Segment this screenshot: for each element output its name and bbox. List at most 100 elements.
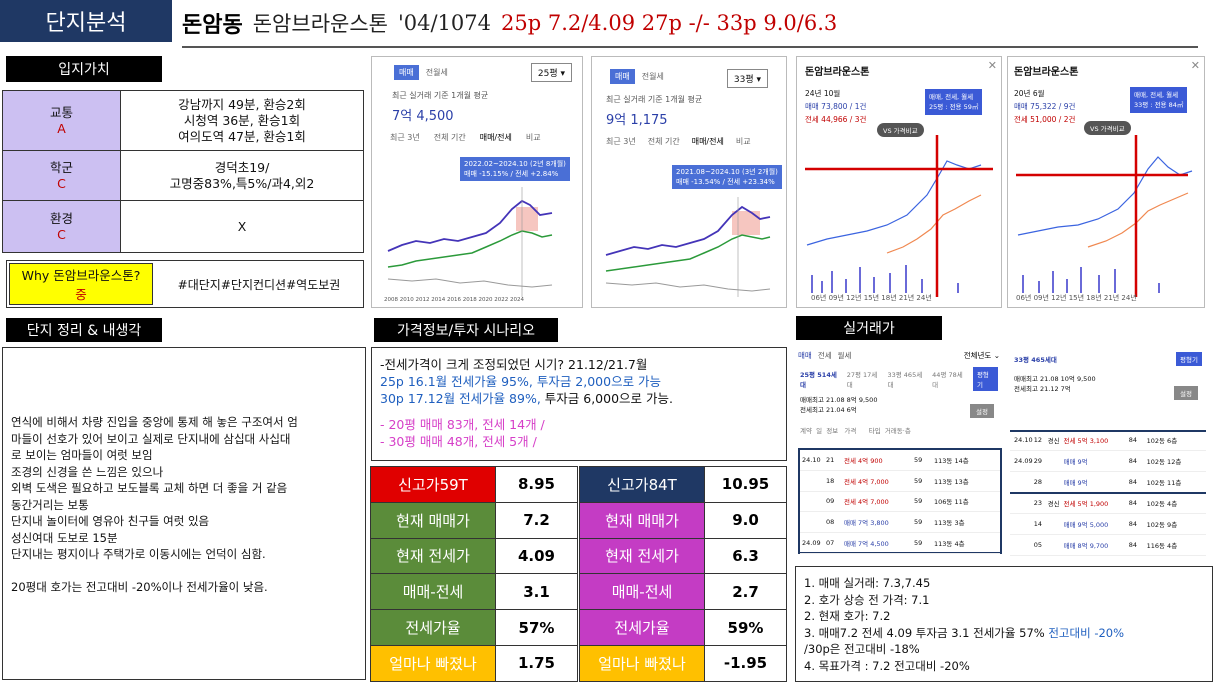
table-cell: 84	[1128, 520, 1138, 528]
table-row[interactable]: 24.10 12 경신 전세 5억 3,100 84 102동 6층	[1010, 430, 1206, 451]
table-cell: 매매 7억 4,500	[844, 540, 889, 549]
area-toggle-button[interactable]: 평형기	[1176, 352, 1202, 366]
period-3y[interactable]: 최근 3년	[606, 137, 636, 146]
table-row[interactable]: 24.09 29 매매 9억 84 102동 12층	[1010, 451, 1206, 472]
table-cell: 08	[826, 518, 835, 527]
metric-value: 6.3	[704, 537, 787, 575]
table-row[interactable]: 23 경신 전세 5억 1,900 84 102동 4층	[1010, 493, 1206, 514]
tab-rent[interactable]: 전월세	[425, 68, 448, 77]
compare-button[interactable]: VS 가격비교	[877, 123, 924, 137]
location-value: 경덕초19/고명중83%,특5%/과4,외2	[120, 150, 364, 201]
scenario-line: - 30평 매매 48개, 전세 5개 /	[380, 434, 537, 449]
area-27[interactable]: 27평 17세대	[846, 371, 878, 389]
metric-row: 신고가59T 8.95	[370, 466, 578, 503]
scenario-line: 25p 16.1월 전세가율 95%, 투자금 2,000으로 가능	[380, 374, 662, 389]
area-33[interactable]: 33평 465세대	[1014, 356, 1057, 364]
table-cell: 113동 14층	[934, 456, 969, 465]
settings-button[interactable]: 설정	[970, 404, 994, 418]
tab-jeonse[interactable]: 전세	[817, 351, 832, 360]
size-select[interactable]: 25평 ▾	[530, 63, 572, 82]
table-row[interactable]: 08 매매 7억 3,800 59 113동 3층	[800, 512, 1000, 534]
tab-sale[interactable]: 매매	[610, 69, 635, 84]
metric-row: 현재 전세가 6.3	[579, 537, 787, 575]
compare-button[interactable]: VS 가격비교	[1084, 121, 1131, 135]
location-label: 환경 C	[2, 200, 121, 253]
metric-label: 매매-전세	[579, 573, 705, 611]
year-select[interactable]: 전체년도 ⌄	[963, 351, 1000, 360]
period-vs[interactable]: 비교	[525, 133, 541, 142]
location-title: 입지가치	[6, 56, 162, 82]
table-cell: 113동 3층	[934, 519, 965, 528]
metric-row: 전세가율 59%	[579, 609, 787, 646]
complex-label: 돈암브라운스톤	[1014, 67, 1079, 78]
trades-title: 실거래가	[796, 316, 942, 340]
table-cell: 24.10	[1014, 436, 1033, 444]
filter-box[interactable]: 매매, 전세, 월세 33평 : 전용 84㎡	[1130, 87, 1188, 113]
close-icon[interactable]: ✕	[1190, 59, 1200, 72]
table-row[interactable]: 14 매매 9억 5,000 84 102동 9층	[1010, 514, 1206, 535]
tab-wolse[interactable]: 월세	[837, 351, 852, 360]
filter-box[interactable]: 매매, 전세, 월세 25평 : 전용 59㎡	[925, 89, 983, 115]
table-cell: 84	[1128, 499, 1138, 507]
table-cell: 07	[826, 539, 835, 548]
size-select[interactable]: 33평 ▾	[726, 69, 768, 88]
tab-sale[interactable]: 매매	[394, 65, 419, 80]
scatter-svg	[1016, 135, 1193, 297]
scenario-line: - 20평 매매 83개, 전세 14개 /	[380, 417, 545, 432]
metric-label: 현재 전세가	[579, 537, 705, 575]
table-cell: 14	[1033, 520, 1043, 528]
trade-list-25p: 매매 전세 월세 전체년도 ⌄ 25평 514세대 27평 17세대 33평 465세대…	[796, 346, 1002, 558]
dong-name: 돈암동	[182, 13, 243, 38]
x-axis: 06년 09년 12년 15년 18년 21년 24년	[811, 294, 932, 302]
tab-sale[interactable]: 매매	[798, 351, 812, 360]
metric-value: 9.0	[704, 501, 787, 539]
range-area	[732, 211, 760, 235]
range-area	[516, 207, 538, 231]
period-compare[interactable]: 매매/전세	[479, 133, 512, 142]
metric-label: 신고가59T	[370, 466, 496, 503]
period-3y[interactable]: 최근 3년	[390, 133, 420, 142]
range-tooltip: 2022.02~2024.10 (2년 8개월) 매매 -15.15% / 전세 …	[460, 157, 570, 181]
table-row[interactable]: 24.10 21 전세 4억 900 59 113동 14층	[800, 450, 1000, 471]
ratio-line	[605, 282, 771, 292]
summary-box: 1. 매매 실거래: 7.3,7.45 2. 호가 상승 전 가격: 7.1 2…	[795, 566, 1213, 682]
metric-row: 매매-전세 3.1	[370, 573, 578, 611]
metric-row: 얼마나 빠졌나 1.75	[370, 644, 578, 682]
period-vs[interactable]: 비교	[735, 137, 751, 146]
area-25[interactable]: 25평 514세대	[800, 371, 837, 389]
location-value: X	[120, 200, 364, 253]
metric-value: 10.95	[704, 466, 787, 503]
rent-line	[387, 230, 553, 268]
table-cell: 전세 5억 3,100	[1063, 437, 1109, 445]
table-row[interactable]: 05 매매 8억 9,700 84 116동 4층	[1010, 535, 1206, 556]
table-row[interactable]: 18 전세 4억 7,000 59 113동 13층	[800, 471, 1000, 492]
metric-label: 얼마나 빠졌나	[579, 644, 705, 682]
area-44[interactable]: 44평 78세대	[932, 371, 963, 389]
trade-list-33p: 33평 465세대 평형기 매매최고 21.08 10억 9,500 전세최고 …	[1010, 346, 1206, 558]
table-cell: 28	[1033, 478, 1043, 486]
trade-sale: 매매 75,322 / 9건	[1014, 102, 1076, 111]
sale-high: 매매최고 21.08 8억 9,500	[800, 396, 878, 404]
tab-rent[interactable]: 전월세	[641, 72, 664, 81]
location-label: 학군 C	[2, 150, 121, 201]
metric-row: 현재 매매가 7.2	[370, 501, 578, 539]
period-all[interactable]: 전체 기간	[433, 133, 466, 142]
table-row[interactable]: 09 전세 4억 7,000 59 106동 11층	[800, 492, 1000, 513]
table-cell: 21	[826, 455, 835, 464]
period-all[interactable]: 전체 기간	[647, 137, 680, 146]
table-cell: 106동 11층	[934, 498, 969, 507]
area-33[interactable]: 33평 465세대	[887, 371, 923, 389]
area-toggle-button[interactable]: 평형기	[972, 367, 998, 391]
metric-value: 59%	[704, 609, 787, 646]
table-row[interactable]: 24.09 07 매매 7억 4,500 59 113동 4층	[800, 533, 1000, 554]
trade-date: 20년 6월	[1014, 89, 1045, 98]
table-cell: 113동 4층	[934, 540, 965, 549]
period-compare[interactable]: 매매/전세	[691, 137, 724, 146]
metric-value: 2.7	[704, 573, 787, 611]
x-axis: 06년 09년 12년 15년 18년 21년 24년	[1016, 294, 1137, 302]
table-cell: 84	[1128, 541, 1138, 549]
avg-price: 9억 1,175	[606, 113, 668, 128]
settings-button[interactable]: 설정	[1174, 386, 1198, 400]
complex-code: '04/1074	[397, 11, 491, 35]
close-icon[interactable]: ✕	[987, 59, 997, 72]
